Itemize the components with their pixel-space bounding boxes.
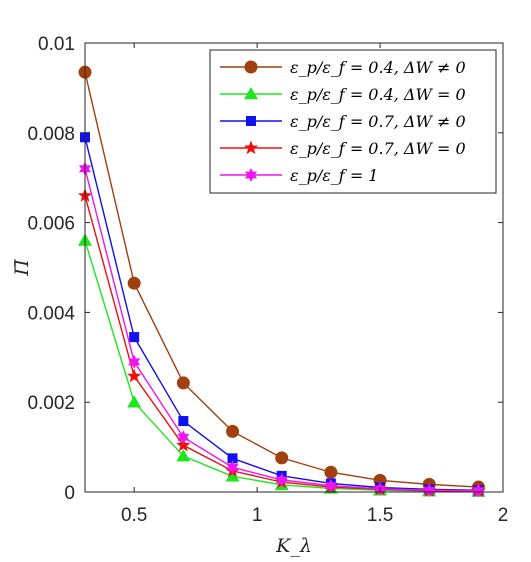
- data-point: [129, 332, 140, 343]
- data-point: [225, 469, 240, 482]
- series-5: [78, 161, 485, 498]
- x-tick-label: 0.5: [121, 505, 147, 526]
- legend-entry-p-f-0-7-w-0: ε_p/ε_f = 0.7, ΔW ≠ 0: [220, 112, 466, 131]
- legend-swatch-marker: [244, 87, 258, 100]
- data-point: [275, 451, 289, 465]
- x-tick-label: 1.5: [367, 505, 393, 526]
- data-point: [226, 424, 240, 438]
- y-tick-label: 0.01: [38, 34, 75, 55]
- data-point: [177, 430, 190, 445]
- data-point: [226, 460, 239, 475]
- data-point: [127, 395, 142, 408]
- y-tick-label: 0.004: [27, 303, 75, 324]
- data-point: [127, 368, 142, 383]
- legend-label: ε_p/ε_f = 1: [290, 166, 378, 185]
- data-point: [176, 437, 191, 452]
- data-point: [176, 449, 191, 462]
- legend-entry-p-f-0-4-w-0: ε_p/ε_f = 0.4, ΔW ≠ 0: [220, 58, 466, 77]
- legend-swatch-marker: [246, 116, 256, 126]
- y-tick-label: 0: [64, 483, 75, 504]
- data-point: [275, 472, 288, 487]
- x-tick-label: 2: [498, 505, 509, 526]
- y-tick-label: 0.008: [27, 124, 75, 145]
- x-tick-label: 1: [252, 505, 263, 526]
- data-point: [423, 483, 436, 498]
- series-1: [78, 65, 485, 494]
- legend-swatch-marker: [243, 140, 259, 155]
- axes: 0.5 1 1.5 2 0 0.002 0.004 0.006 0.008 0.01 K_λ Π̄: [11, 34, 508, 557]
- legend-label: ε_p/ε_f = 0.7, ΔW ≠ 0: [290, 112, 466, 131]
- legend-label: ε_p/ε_f = 0.4, ΔW = 0: [290, 85, 466, 104]
- legend-swatch-marker: [244, 168, 258, 182]
- data-point: [128, 354, 141, 369]
- series-layer: [77, 65, 486, 498]
- axes-box: [84, 42, 504, 493]
- data-point: [227, 453, 238, 464]
- legend: ε_p/ε_f = 0.4, ΔW ≠ 0 ε_p/ε_f = 0.4, ΔW =…: [209, 49, 497, 194]
- y-tick-label: 0.002: [27, 393, 75, 414]
- legend-label: ε_p/ε_f = 0.4, ΔW ≠ 0: [290, 58, 466, 77]
- legend-label: ε_p/ε_f = 0.7, ΔW = 0: [290, 139, 466, 158]
- data-point: [176, 376, 190, 390]
- legend-swatch-marker: [244, 60, 258, 74]
- data-point: [178, 416, 189, 427]
- y-tick-label: 0.006: [27, 214, 75, 235]
- x-axis-label: K_λ: [275, 535, 312, 557]
- y-axis-label: Π̄: [11, 259, 33, 277]
- data-point: [472, 483, 485, 498]
- legend-entry-p-f-1: ε_p/ε_f = 1: [220, 166, 378, 185]
- data-point: [324, 478, 337, 493]
- legend-entry-p-f-0-4-w-0: ε_p/ε_f = 0.4, ΔW = 0: [220, 85, 466, 104]
- data-point: [324, 465, 338, 479]
- legend-entry-p-f-0-7-w-0: ε_p/ε_f = 0.7, ΔW = 0: [220, 139, 466, 158]
- data-point: [127, 276, 141, 290]
